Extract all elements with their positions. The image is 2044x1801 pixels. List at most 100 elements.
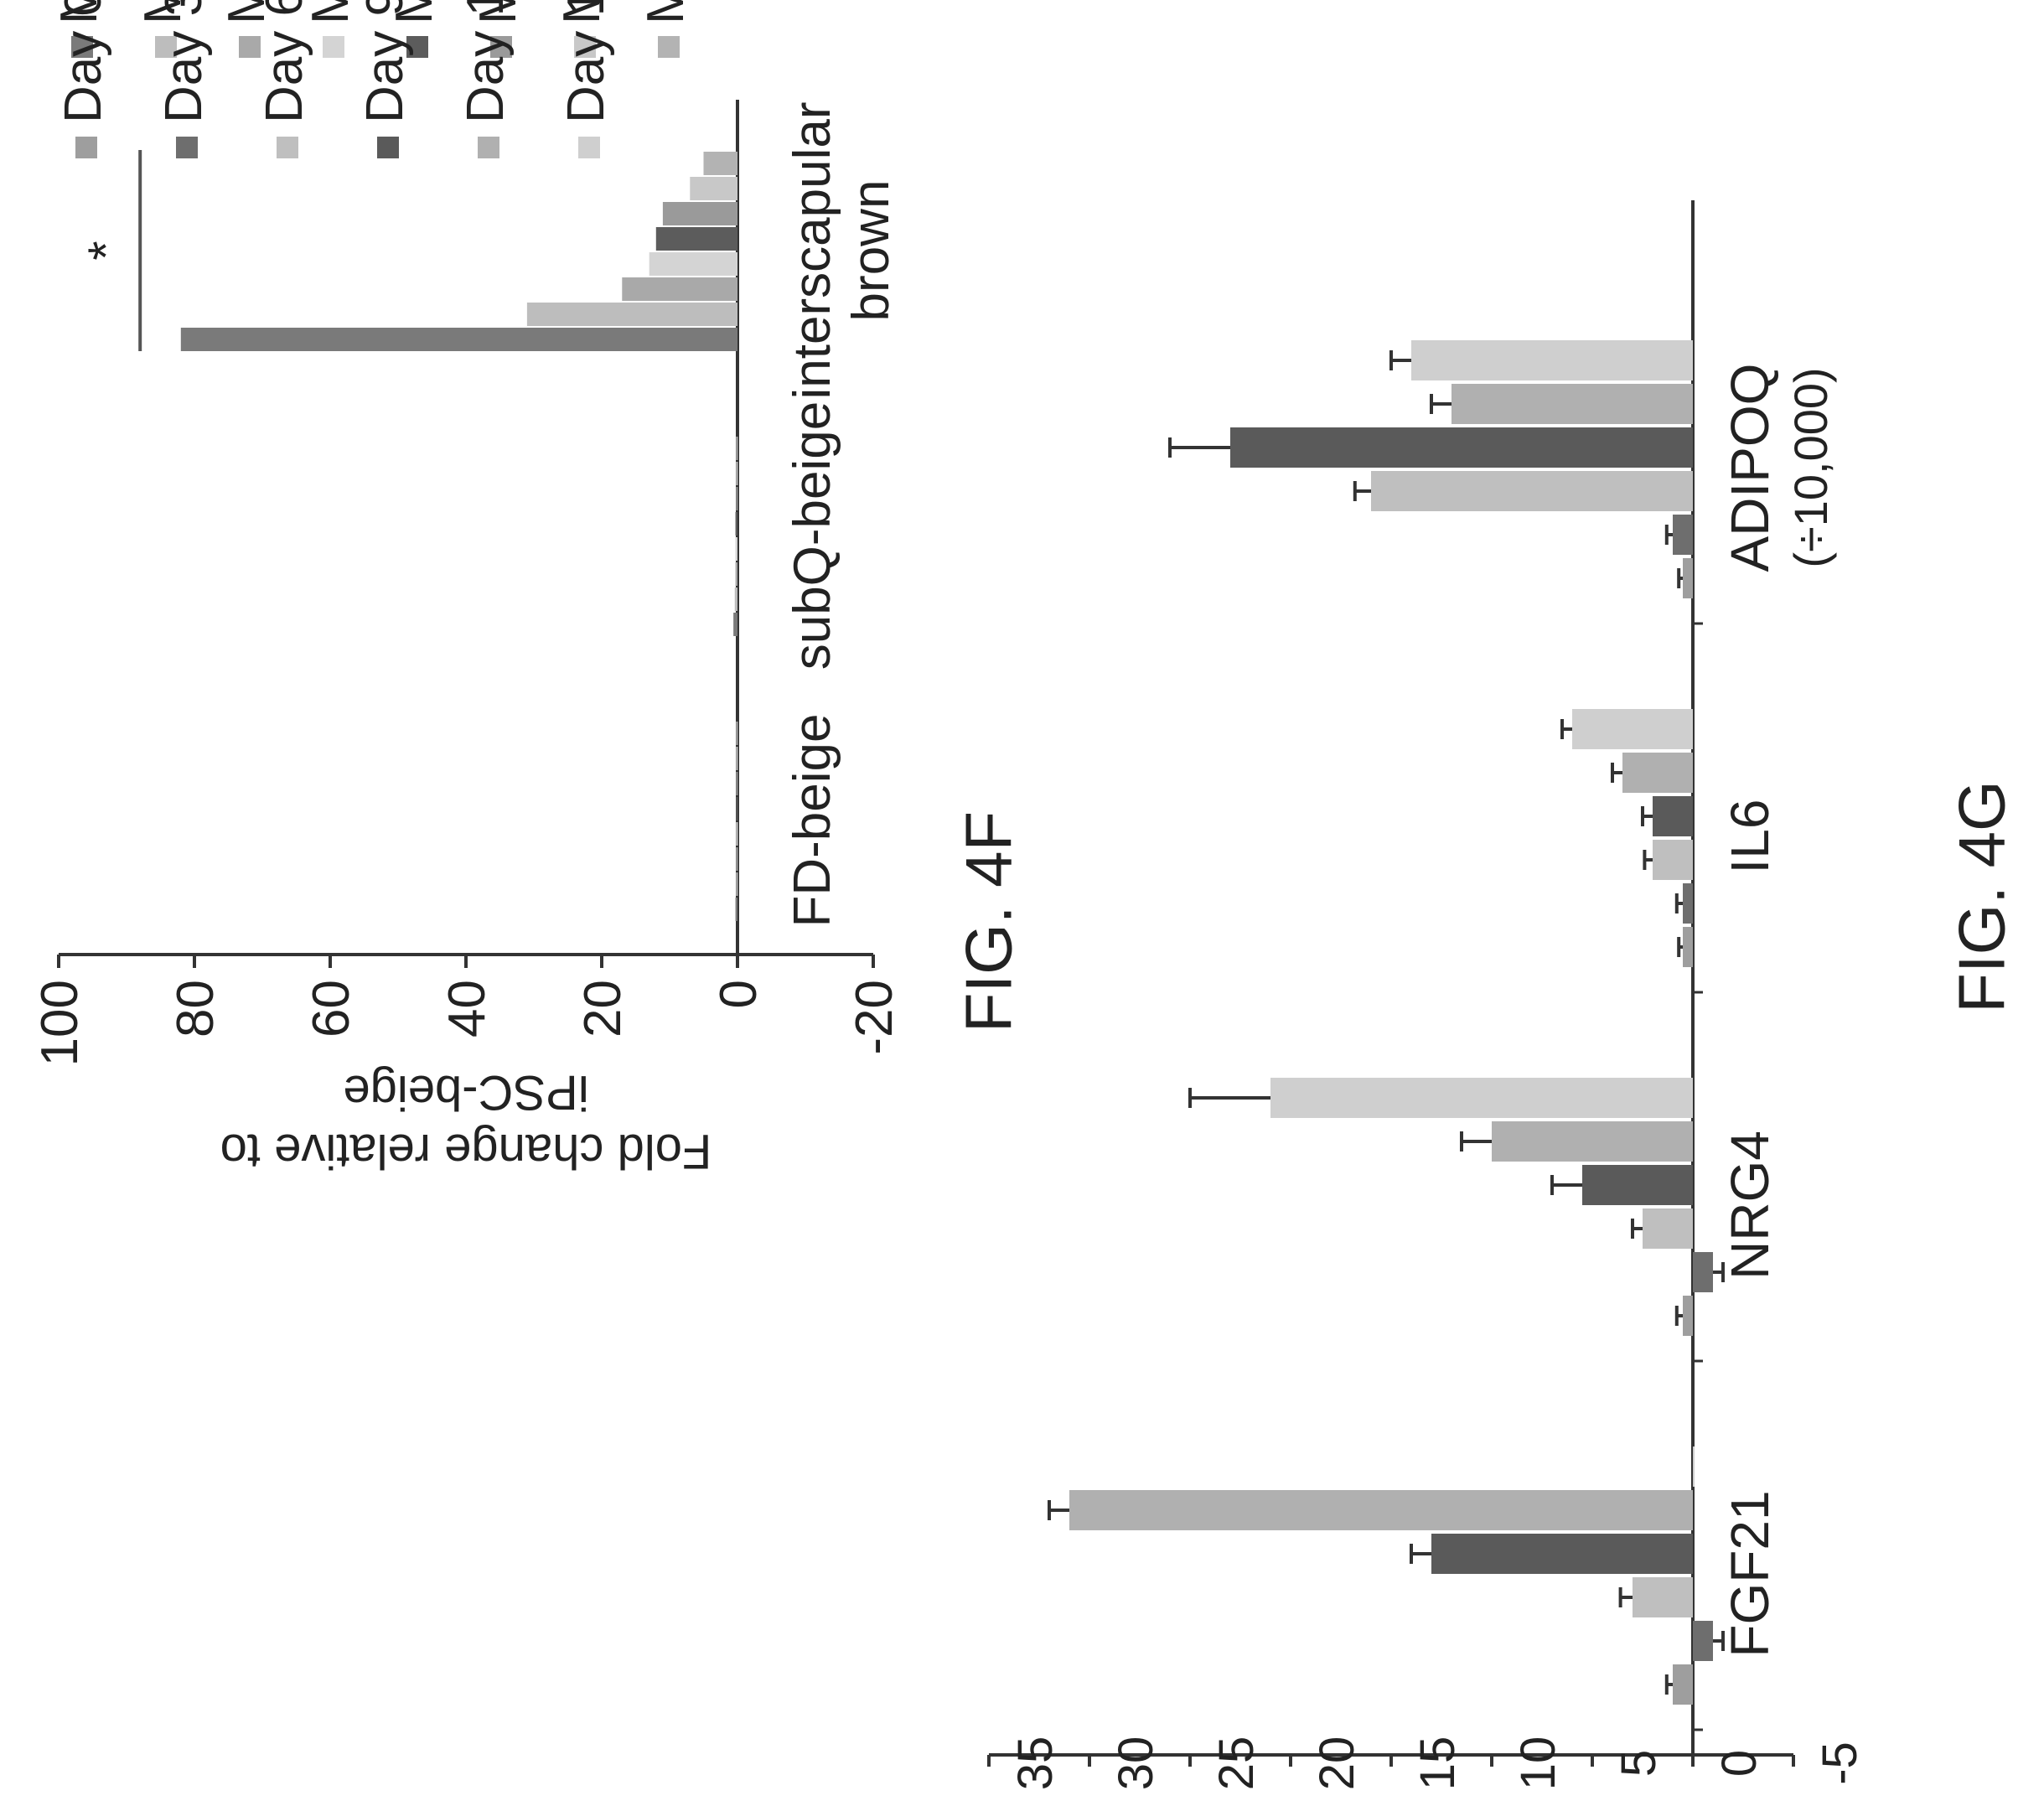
x-tick-label-line: brown xyxy=(842,180,900,322)
x-tick-label: subQ-beige xyxy=(784,401,841,670)
bar xyxy=(703,152,737,175)
y-tick-label: 10 xyxy=(1511,1736,1565,1791)
bar xyxy=(736,747,738,770)
bar xyxy=(1683,558,1693,598)
y-tick-label: 100 xyxy=(31,980,89,1066)
significance-star: * xyxy=(78,241,134,260)
y-tick-label: 60 xyxy=(303,980,360,1038)
bar xyxy=(1693,1621,1713,1661)
bar xyxy=(180,328,738,351)
legend-label: MYRS (MYLPF) xyxy=(302,0,360,24)
bar xyxy=(735,512,738,536)
bar xyxy=(1653,840,1693,880)
bar xyxy=(735,562,738,586)
legend-label: Day 9 xyxy=(356,0,414,123)
bar xyxy=(736,722,738,745)
fig-4g-caption: FIG. 4G xyxy=(1944,780,2019,1013)
bar xyxy=(1230,427,1693,468)
x-tick-label: FD-beige xyxy=(784,714,841,928)
bar xyxy=(1371,471,1693,511)
legend-swatch xyxy=(277,137,298,158)
x-tick-label: IL6 xyxy=(1720,800,1780,874)
legend-label: MYL6B xyxy=(218,0,276,24)
y-axis-title: Fold change relative toiPSC-beige xyxy=(220,1065,712,1178)
legend-label: Day 12 xyxy=(457,0,515,123)
legend-swatch xyxy=(75,137,97,158)
bar xyxy=(690,177,737,200)
legend-label: Day 3 xyxy=(155,0,213,123)
y-tick-label: 25 xyxy=(1209,1736,1264,1791)
y-tick-label: 80 xyxy=(167,980,225,1038)
bar xyxy=(1411,340,1693,380)
x-tick-label: interscapularbrown xyxy=(784,102,900,400)
x-tick-label: ADIPOQ xyxy=(1720,364,1780,572)
legend-label: Day 15 xyxy=(557,0,615,123)
bar xyxy=(1622,753,1693,793)
legend-label: MYBPH xyxy=(637,0,695,24)
y-tick-label: -20 xyxy=(846,980,903,1055)
bar xyxy=(736,822,738,846)
bar xyxy=(735,537,738,561)
bar xyxy=(736,487,738,510)
legend-swatch xyxy=(478,137,499,158)
bar xyxy=(733,613,738,636)
x-tick-sublabel: (÷10,000) xyxy=(1784,367,1837,567)
legend-swatch xyxy=(239,36,261,58)
chart-4f: -20 0 20 40 60 80 100 Fold change relative toiP… xyxy=(31,0,903,1178)
legend-label: MYH3 xyxy=(134,0,192,24)
y-tick-label: 20 xyxy=(1310,1736,1364,1791)
bar xyxy=(662,202,738,225)
bar xyxy=(649,252,738,276)
x-tick-label-line: subQ-beige xyxy=(784,401,841,670)
x-tick-label-line: FD-beige xyxy=(784,714,841,928)
bar xyxy=(655,227,737,251)
legend-swatch xyxy=(574,36,596,58)
y-tick-label: 15 xyxy=(1410,1736,1465,1791)
legend-swatch xyxy=(406,36,428,58)
bar xyxy=(1451,384,1693,424)
bar xyxy=(1693,1446,1695,1487)
bar xyxy=(1693,1252,1713,1292)
bar xyxy=(736,872,738,896)
legend-label: MYL1 xyxy=(50,0,108,24)
legend-label: Day 6 xyxy=(256,0,313,123)
x-tick-label: NRG4 xyxy=(1720,1131,1780,1280)
bar xyxy=(1673,515,1693,555)
bar xyxy=(736,772,738,795)
bar xyxy=(1069,1490,1693,1530)
bar xyxy=(1683,1296,1693,1336)
legend-swatch xyxy=(377,137,399,158)
legend-swatch xyxy=(658,36,680,58)
y-axis-title-line: iPSC-beige xyxy=(343,1065,588,1120)
legend-swatch xyxy=(578,137,600,158)
legend-label: Day 0 xyxy=(54,0,112,123)
fig-4f-caption: FIG. 4F xyxy=(951,810,1026,1033)
legend-label: MYH7 xyxy=(469,0,527,24)
bar xyxy=(1572,709,1693,749)
bar xyxy=(736,797,738,820)
y-tick-label: -5 xyxy=(1813,1741,1867,1785)
y-tick-label: 35 xyxy=(1008,1736,1063,1791)
y-axis-title-line: Fold change relative to xyxy=(220,1124,712,1178)
bar xyxy=(1270,1078,1693,1118)
bar xyxy=(526,303,738,326)
y-tick-label: 0 xyxy=(710,980,768,1008)
y-tick-label: 5 xyxy=(1612,1750,1666,1777)
bar xyxy=(1431,1534,1693,1574)
bar xyxy=(1683,883,1693,924)
legend-swatch xyxy=(176,137,198,158)
y-tick-label: 30 xyxy=(1109,1736,1163,1791)
legend-swatch xyxy=(490,36,512,58)
y-tick-label: 0 xyxy=(1712,1750,1767,1777)
x-tick-label: FGF21 xyxy=(1720,1490,1780,1657)
y-tick-label: 40 xyxy=(438,980,496,1038)
bar xyxy=(1683,927,1693,967)
bar xyxy=(736,847,738,871)
x-tick-label-line: interscapular xyxy=(784,102,841,400)
bar xyxy=(1673,1664,1693,1705)
legend-swatch xyxy=(71,36,93,58)
bar xyxy=(1582,1165,1693,1205)
bar xyxy=(735,898,738,921)
legend-swatch xyxy=(323,36,344,58)
